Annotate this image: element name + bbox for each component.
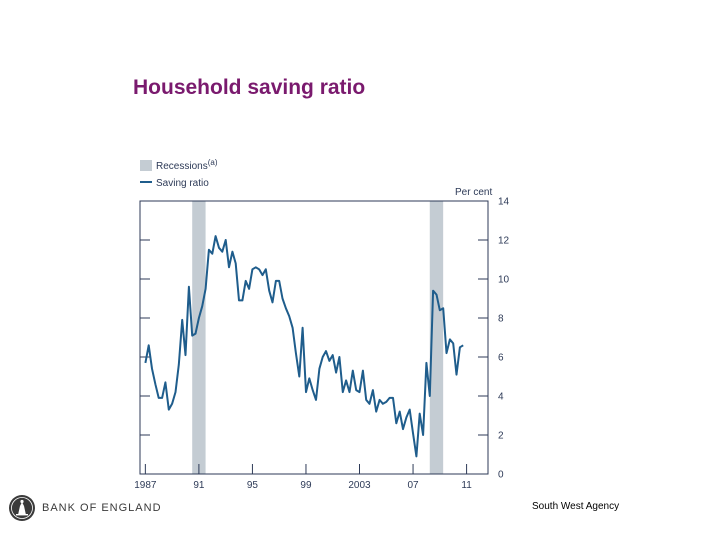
slide-title: Household saving ratio: [133, 76, 366, 99]
legend-recessions-text: Recessions: [156, 161, 208, 172]
recession-bands: [192, 201, 444, 474]
britannia-seal-icon: [9, 495, 35, 521]
legend-recessions-superscript: (a): [208, 158, 218, 167]
y-tick-label-6: 6: [498, 353, 504, 364]
x-tick-label-2003: 2003: [348, 480, 371, 491]
x-axis: 1987 91 95 99 2003 07 11: [134, 464, 472, 491]
plot-frame: [139, 200, 489, 475]
legend-recessions-swatch: [140, 160, 152, 171]
series-line-saving-ratio: [144, 235, 464, 458]
y-tick-label-8: 8: [498, 314, 504, 325]
bank-of-england-wordmark: BANK OF ENGLAND: [42, 502, 162, 514]
y-tick-label-10: 10: [498, 275, 510, 286]
x-tick-label-95: 95: [247, 480, 259, 491]
x-tick-label-07: 07: [407, 480, 419, 491]
recession-band-1: [192, 201, 206, 474]
y-tick-label-4: 4: [498, 392, 504, 403]
agency-label: South West Agency: [532, 501, 620, 512]
x-tick-label-91: 91: [193, 480, 205, 491]
x-tick-label-1987: 1987: [134, 480, 157, 491]
legend-recessions-label: Recessions(a): [156, 158, 218, 172]
x-tick-label-11: 11: [461, 480, 472, 491]
legend-saving-ratio-label: Saving ratio: [156, 178, 209, 189]
recession-band-2: [429, 201, 444, 474]
series-layer: [144, 235, 464, 458]
y-axis: 0 2 4 6 8 10 12 14: [140, 197, 510, 481]
bank-of-england-logo: BANK OF ENGLAND: [8, 494, 162, 522]
y-tick-label-0: 0: [498, 470, 504, 481]
y-tick-label-14: 14: [498, 197, 510, 208]
x-tick-label-99: 99: [300, 480, 312, 491]
y-axis-unit-label: Per cent: [455, 187, 492, 198]
y-tick-label-2: 2: [498, 431, 504, 442]
chart-legend: Recessions(a) Saving ratio: [140, 158, 218, 189]
y-tick-label-12: 12: [498, 236, 510, 247]
